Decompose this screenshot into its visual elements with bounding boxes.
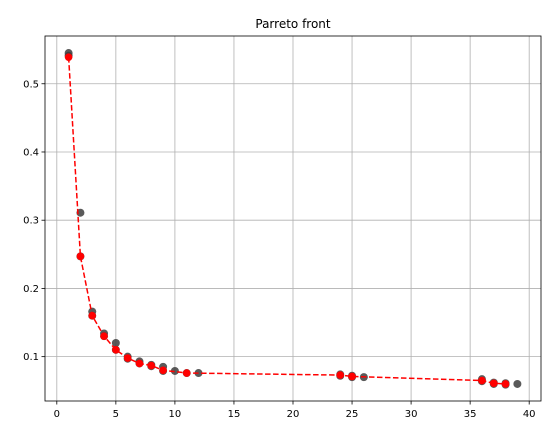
data-point: [111, 339, 120, 348]
pareto-front-point: [135, 359, 144, 368]
pareto-front-point: [159, 366, 167, 375]
x-tick-label: 20: [287, 409, 300, 420]
y-axis-ticks: 0.1 0.2 0.3 0.4 0.5: [23, 79, 45, 363]
y-tick-label: 0.4: [23, 147, 39, 158]
pareto-front-point: [76, 252, 85, 261]
pareto-front-point: [489, 379, 498, 388]
pareto-front-point: [348, 372, 356, 381]
data-point: [513, 379, 522, 388]
y-tick-label: 0.2: [23, 284, 39, 295]
pareto-front-point: [64, 53, 73, 61]
x-tick-label: 5: [113, 409, 119, 420]
x-tick-label: 15: [228, 409, 241, 420]
pareto-front-point: [88, 311, 97, 320]
x-tick-label: 10: [169, 409, 182, 420]
x-axis-ticks: 0 5 10 15 20 25 30 35 40: [54, 401, 536, 420]
chart-title: Parreto front: [255, 17, 331, 31]
x-tick-label: 35: [464, 409, 477, 420]
grid-lines: [45, 36, 541, 401]
y-tick-label: 0.1: [23, 352, 39, 363]
pareto-front-group: [64, 53, 510, 388]
pareto-front-point: [112, 346, 120, 354]
pareto-front-point: [182, 369, 191, 377]
pareto-front-point: [147, 361, 156, 370]
x-tick-label: 30: [405, 409, 418, 420]
x-tick-label: 40: [523, 409, 536, 420]
pareto-front-point: [336, 371, 345, 379]
data-point: [170, 366, 179, 375]
x-tick-label: 0: [54, 409, 60, 420]
pareto-front-point: [123, 354, 132, 362]
pareto-front-point: [501, 380, 510, 388]
y-tick-label: 0.5: [23, 79, 39, 90]
y-tick-label: 0.3: [23, 216, 39, 227]
pareto-front-point: [478, 376, 486, 385]
pareto-front-point: [100, 332, 108, 340]
x-tick-label: 25: [346, 409, 359, 420]
